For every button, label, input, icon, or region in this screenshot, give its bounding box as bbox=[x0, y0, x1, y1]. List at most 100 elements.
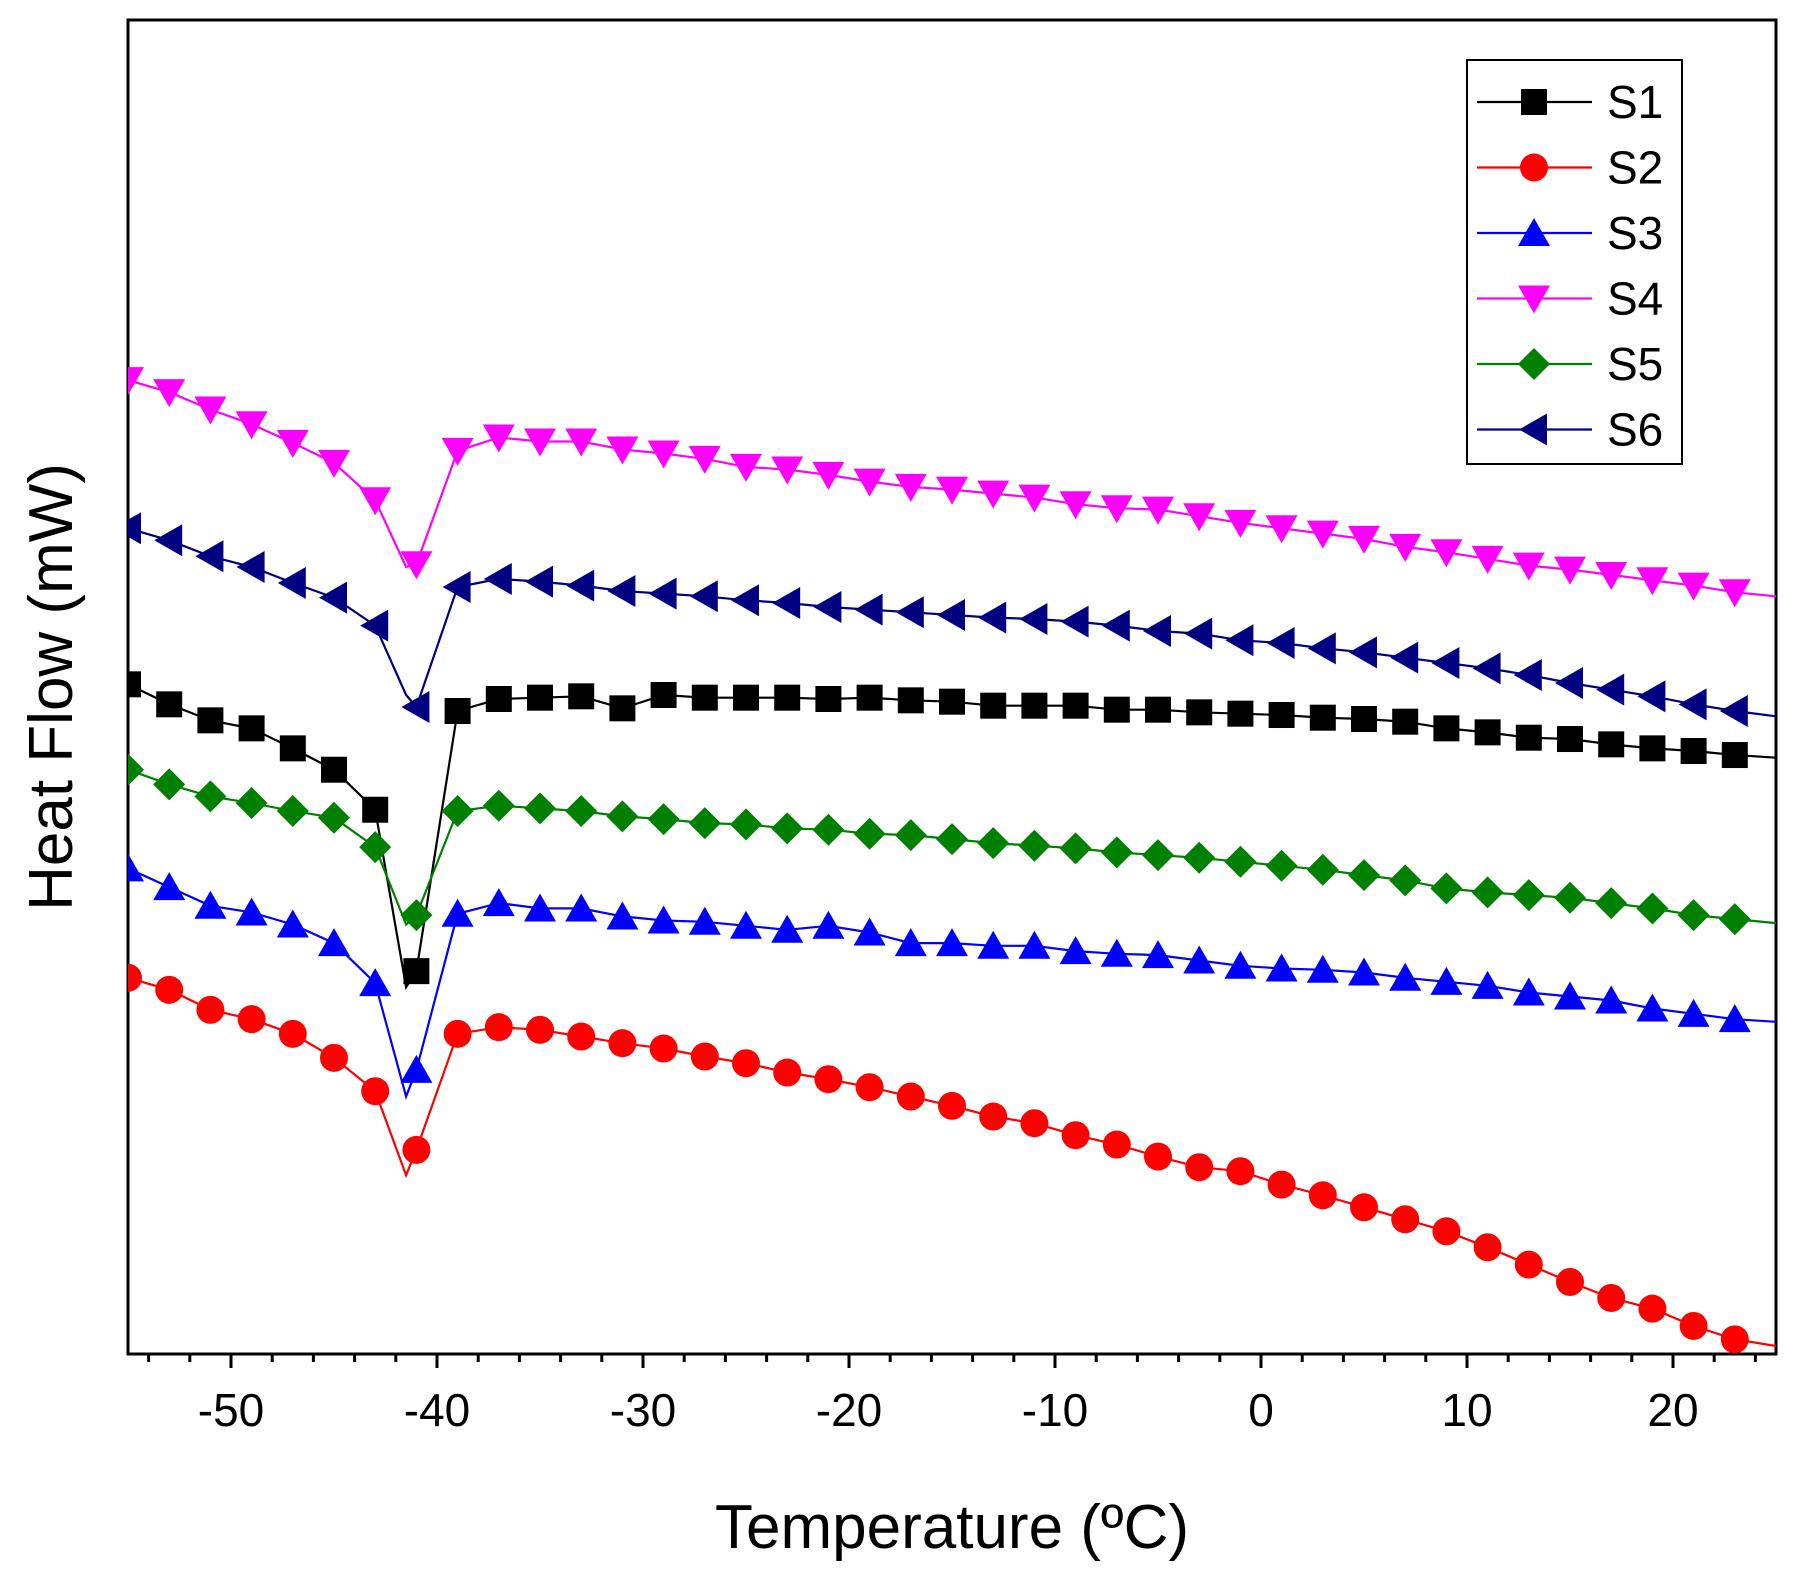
data-point-S1 bbox=[1639, 735, 1666, 762]
data-point-S5 bbox=[853, 817, 886, 850]
series-line-S2 bbox=[128, 976, 1776, 1348]
data-point-S2 bbox=[1638, 1294, 1667, 1323]
data-point-S6 bbox=[1678, 688, 1707, 721]
data-point-S5 bbox=[359, 831, 392, 864]
legend-item-S6: S6 bbox=[1477, 404, 1663, 456]
data-point-S3 bbox=[565, 893, 598, 922]
data-point-S1 bbox=[362, 796, 389, 823]
data-point-S1 bbox=[1474, 719, 1501, 746]
data-point-S1 bbox=[444, 698, 471, 725]
data-point-S1 bbox=[1145, 696, 1171, 723]
data-point-S4 bbox=[894, 473, 927, 502]
data-point-S1 bbox=[279, 735, 306, 762]
x-tick-label: -20 bbox=[816, 1384, 882, 1436]
data-point-S6 bbox=[525, 565, 553, 598]
data-point-S6 bbox=[442, 570, 471, 603]
data-point-S1 bbox=[1186, 699, 1213, 726]
data-point-S4 bbox=[1430, 539, 1463, 568]
data-point-S2 bbox=[443, 1019, 472, 1048]
legend-item-S2: S2 bbox=[1477, 142, 1663, 194]
legend-label: S1 bbox=[1607, 76, 1663, 128]
data-point-S3 bbox=[1595, 985, 1628, 1014]
data-point-S1 bbox=[1227, 700, 1254, 727]
data-point-S2 bbox=[1514, 1250, 1543, 1279]
data-point-S2 bbox=[1185, 1153, 1214, 1182]
data-point-S5 bbox=[482, 789, 515, 822]
data-point-S6 bbox=[731, 584, 759, 617]
data-point-S5 bbox=[235, 787, 268, 820]
data-point-S2 bbox=[608, 1029, 637, 1058]
data-point-S6 bbox=[236, 550, 265, 583]
data-point-S1 bbox=[568, 683, 595, 710]
data-point-S6 bbox=[1143, 614, 1171, 647]
data-point-S4 bbox=[318, 449, 350, 478]
data-point-S4 bbox=[1677, 572, 1710, 601]
data-point-S6 bbox=[1101, 609, 1130, 642]
data-point-S4 bbox=[1059, 491, 1092, 520]
data-point-S5 bbox=[771, 812, 804, 845]
data-point-S1 bbox=[1721, 742, 1748, 769]
data-point-S5 bbox=[688, 807, 721, 840]
data-point-S2 bbox=[896, 1082, 925, 1111]
series-S4 bbox=[128, 367, 1776, 608]
data-point-S3 bbox=[194, 890, 227, 919]
legend-marker-S2 bbox=[1520, 153, 1548, 182]
data-point-S3 bbox=[1636, 993, 1669, 1022]
data-point-S4 bbox=[812, 461, 845, 490]
data-point-S2 bbox=[1061, 1121, 1090, 1150]
x-tick-label: 10 bbox=[1441, 1384, 1492, 1436]
data-point-S6 bbox=[277, 566, 306, 599]
data-point-S4 bbox=[977, 480, 1010, 509]
data-point-S6 bbox=[360, 609, 389, 642]
data-point-S4 bbox=[647, 440, 680, 469]
data-point-S6 bbox=[566, 569, 595, 602]
data-point-S6 bbox=[1555, 666, 1583, 699]
data-point-S5 bbox=[1100, 836, 1133, 869]
data-point-S3 bbox=[1677, 998, 1710, 1027]
data-point-S4 bbox=[1471, 545, 1504, 574]
series-S5 bbox=[128, 753, 1776, 936]
data-point-S3 bbox=[400, 1054, 433, 1083]
data-point-S3 bbox=[1059, 936, 1092, 965]
data-point-S4 bbox=[1554, 556, 1586, 585]
data-point-S3 bbox=[1554, 981, 1586, 1010]
data-point-S1 bbox=[1392, 708, 1419, 735]
data-point-S5 bbox=[1430, 872, 1463, 905]
data-point-S3 bbox=[647, 905, 680, 934]
data-point-S3 bbox=[1265, 953, 1298, 982]
data-point-S2 bbox=[814, 1065, 843, 1094]
data-point-S4 bbox=[1306, 520, 1339, 549]
data-point-S6 bbox=[1060, 605, 1089, 638]
data-point-S2 bbox=[855, 1073, 884, 1102]
data-point-S5 bbox=[1306, 853, 1339, 886]
x-tick-label: 20 bbox=[1647, 1384, 1698, 1436]
data-point-S4 bbox=[1142, 496, 1174, 525]
legend: S1 S2 S3 S4 S5 S6 bbox=[1466, 59, 1683, 465]
legend-item-S5: S5 bbox=[1477, 338, 1663, 390]
data-point-S6 bbox=[854, 593, 883, 626]
data-point-S3 bbox=[1430, 966, 1463, 995]
data-point-S3 bbox=[1348, 957, 1380, 986]
data-point-S4 bbox=[1636, 567, 1669, 596]
data-point-S2 bbox=[567, 1022, 596, 1051]
data-point-S4 bbox=[1224, 509, 1257, 538]
data-point-S5 bbox=[894, 819, 927, 852]
data-point-S6 bbox=[895, 596, 924, 629]
data-point-S1 bbox=[197, 707, 224, 734]
data-point-S1 bbox=[691, 684, 718, 711]
data-point-S5 bbox=[565, 795, 598, 828]
data-point-S1 bbox=[238, 715, 265, 742]
data-point-S3 bbox=[441, 898, 474, 927]
data-point-S2 bbox=[773, 1058, 802, 1087]
data-point-S6 bbox=[1431, 646, 1460, 679]
data-point-S4 bbox=[565, 428, 598, 457]
data-point-S6 bbox=[772, 586, 801, 619]
data-point-S6 bbox=[689, 580, 718, 613]
data-point-S2 bbox=[979, 1102, 1008, 1131]
data-point-S4 bbox=[1718, 579, 1751, 608]
legend-marker-S5 bbox=[1518, 348, 1550, 380]
legend-marker-S4 bbox=[1518, 285, 1550, 314]
data-point-S6 bbox=[1472, 652, 1501, 685]
legend-label: S6 bbox=[1607, 404, 1663, 456]
data-point-S4 bbox=[441, 437, 474, 466]
